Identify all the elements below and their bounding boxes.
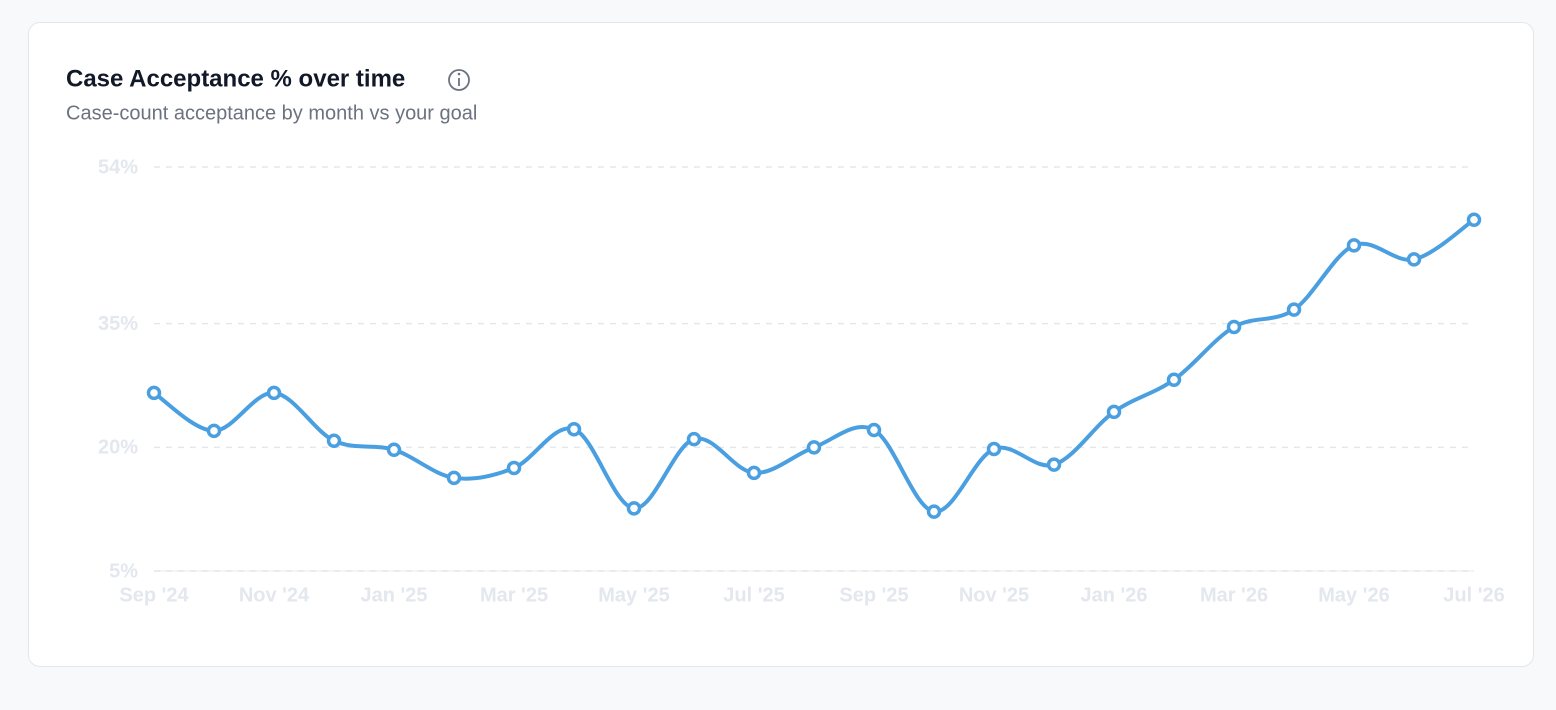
y-tick-label: 35% — [98, 313, 138, 335]
y-tick-label: 5% — [109, 560, 138, 582]
data-point — [146, 385, 162, 401]
x-tick-label: May '26 — [1318, 584, 1389, 606]
x-tick-label: Mar '25 — [480, 584, 548, 606]
data-point — [446, 470, 462, 486]
line — [152, 218, 1476, 514]
x-tick-label: Mar '26 — [1200, 584, 1268, 606]
data-point — [1106, 404, 1122, 420]
x-tick-label: Nov '25 — [959, 584, 1029, 606]
info-icon[interactable] — [448, 69, 470, 91]
data-point — [266, 385, 282, 401]
x-tick-label: Nov '24 — [239, 584, 310, 606]
data-point — [746, 465, 762, 481]
data-point — [1466, 212, 1482, 228]
data-point — [1166, 372, 1182, 387]
data-point — [866, 422, 882, 438]
data-point — [686, 431, 702, 447]
y-tick-label: 54% — [98, 156, 138, 178]
data-point — [1046, 457, 1062, 472]
x-tick-label: Jan '25 — [360, 584, 427, 606]
data-point — [506, 460, 522, 476]
x-tick-label: Sep '24 — [119, 584, 189, 606]
data-point — [1226, 319, 1242, 335]
data-point — [1286, 302, 1302, 317]
chart-card — [28, 22, 1534, 667]
x-tick-label: Jul '26 — [1443, 584, 1504, 606]
data-point — [1346, 238, 1362, 253]
chart-subtitle: Case-count acceptance by month vs your g… — [66, 102, 477, 124]
data-point — [986, 441, 1002, 457]
chart-title: Case Acceptance % over time — [66, 65, 405, 92]
data-point — [1406, 252, 1422, 267]
y-tick-label: 20% — [98, 437, 138, 459]
data-point — [326, 433, 342, 448]
data-point — [566, 421, 582, 437]
x-tick-label: Jan '26 — [1080, 584, 1147, 606]
data-point — [806, 440, 822, 455]
data-point — [626, 501, 642, 516]
x-tick-label: Jul '25 — [723, 584, 784, 606]
data-point — [206, 423, 222, 439]
data-point — [926, 504, 942, 519]
x-tick-label: May '25 — [598, 584, 669, 606]
data-point — [386, 442, 402, 458]
x-tick-label: Sep '25 — [839, 584, 908, 606]
